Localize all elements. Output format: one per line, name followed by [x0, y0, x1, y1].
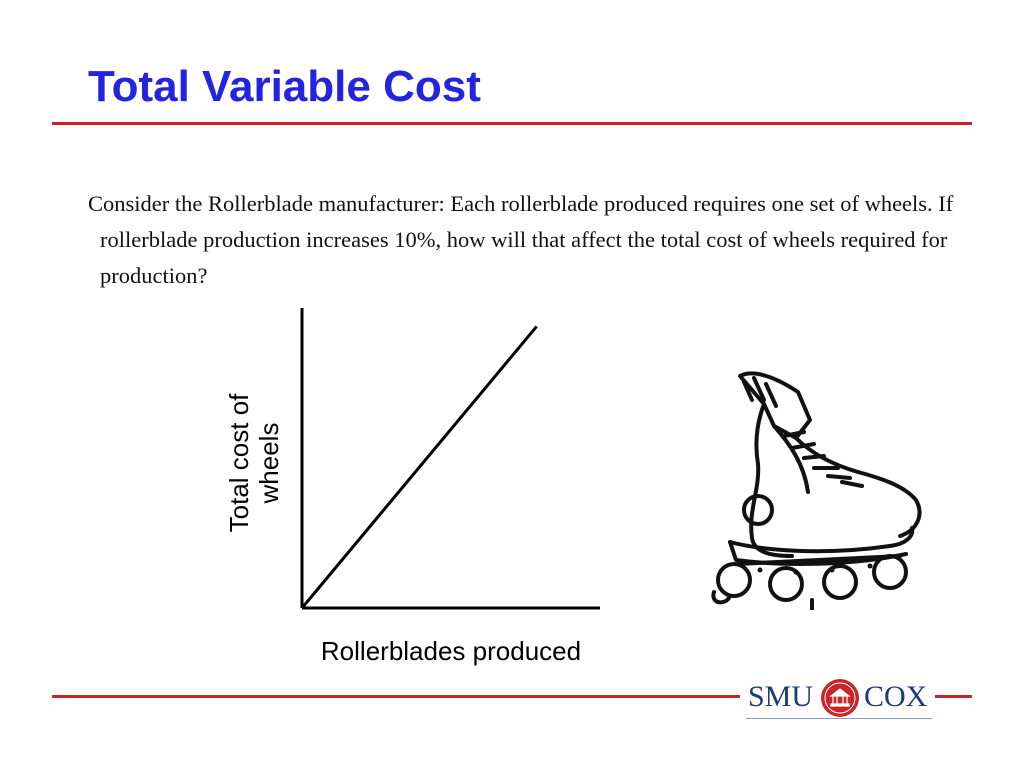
x-axis-label: Rollerblades produced — [321, 636, 581, 666]
y-axis-label-line: wheels — [254, 423, 284, 505]
logo-underline — [746, 718, 932, 719]
footer-divider-right — [935, 695, 972, 698]
body-paragraph: Consider the Rollerblade manufacturer: E… — [88, 191, 954, 288]
series-line-0 — [300, 325, 538, 609]
slide-title: Total Variable Cost — [88, 62, 481, 111]
footer-divider-left — [52, 695, 740, 698]
logo-text-cox: COX — [864, 680, 928, 713]
cost-chart: Rollerblades produced Total cost ofwheels — [224, 308, 600, 666]
y-axis-label: Total cost ofwheels — [224, 393, 284, 533]
slide-body: Consider the Rollerblade manufacturer: E… — [88, 186, 978, 294]
smu-seal-icon — [821, 679, 859, 717]
y-axis-label-line: Total cost of — [224, 393, 254, 533]
title-divider — [52, 122, 972, 125]
smu-cox-logo: SMU COX — [742, 676, 932, 720]
rollerblade-skate-icon — [711, 371, 922, 610]
logo-text-smu: SMU — [748, 680, 814, 713]
